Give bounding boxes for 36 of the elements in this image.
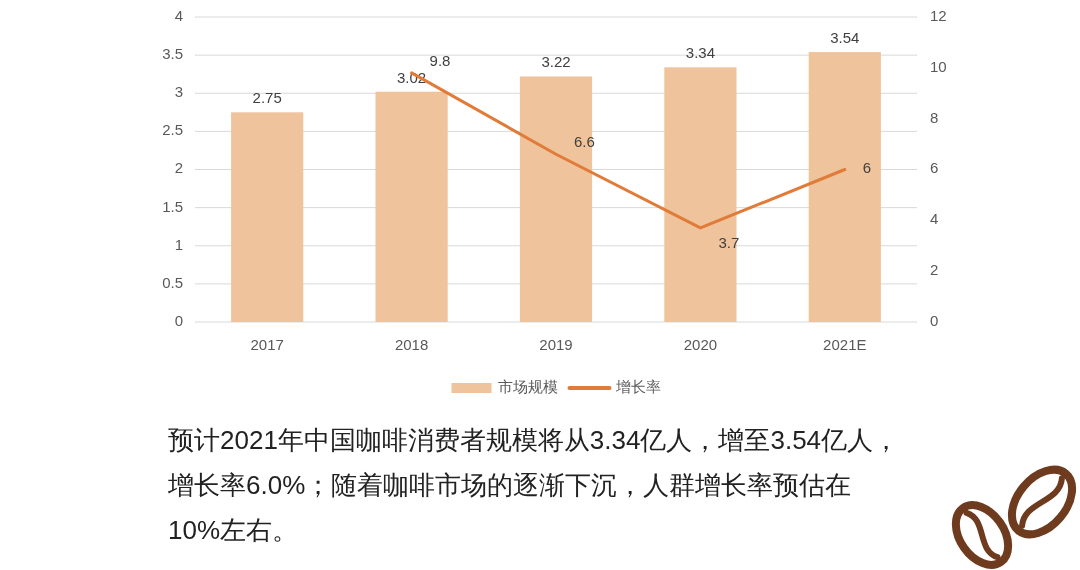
- y2-tick-label: 12: [930, 6, 947, 24]
- y-tick-label: 0.5: [162, 273, 183, 291]
- bar: [808, 52, 881, 322]
- text: 预计2021年中国咖啡消费者规模将从3.34亿人，增至3.54亿人，增长率6.0%；随着咖啡市场的逐渐下沉，人群增长率预估在10%左右。: [168, 424, 901, 547]
- x-tick-label: 2019: [539, 335, 573, 353]
- x-tick-label: 2017: [250, 335, 284, 353]
- legend-label: 增长率: [614, 377, 661, 395]
- y2-tick-label: 2: [930, 261, 939, 279]
- data-label: 6: [862, 159, 872, 177]
- y2-tick-label: 10: [930, 57, 947, 75]
- y-tick-label: 0: [174, 311, 183, 329]
- data-label: 3.22: [541, 53, 571, 71]
- y2-tick-label: 8: [930, 108, 939, 126]
- y-tick-label: 4: [174, 6, 183, 24]
- y-tick-label: 1.5: [162, 197, 183, 215]
- x-tick-label: 2021E: [823, 335, 867, 353]
- x-tick-label: 2018: [394, 335, 429, 353]
- y2-tick-label: 6: [930, 159, 939, 177]
- data-label: 2.75: [252, 89, 282, 107]
- data-label: 9.8: [429, 51, 451, 69]
- bar: [519, 76, 593, 322]
- y-tick-label: 2: [174, 159, 183, 177]
- x-tick-label: 2020: [683, 335, 718, 353]
- y-tick-label: 2.5: [162, 121, 183, 139]
- y-tick-label: 1: [174, 235, 183, 253]
- legend-label: 市场规模: [497, 377, 558, 395]
- y2-tick-label: 0: [930, 311, 939, 329]
- data-label: 3.34: [685, 44, 715, 62]
- bar: [231, 112, 304, 322]
- y-tick-label: 3: [174, 83, 183, 101]
- y2-tick-label: 4: [930, 210, 939, 228]
- data-label: 3.7: [718, 233, 740, 251]
- y-tick-label: 3.5: [162, 45, 183, 63]
- bar: [664, 67, 737, 322]
- data-label: 3.54: [830, 29, 860, 47]
- bar: [375, 91, 448, 322]
